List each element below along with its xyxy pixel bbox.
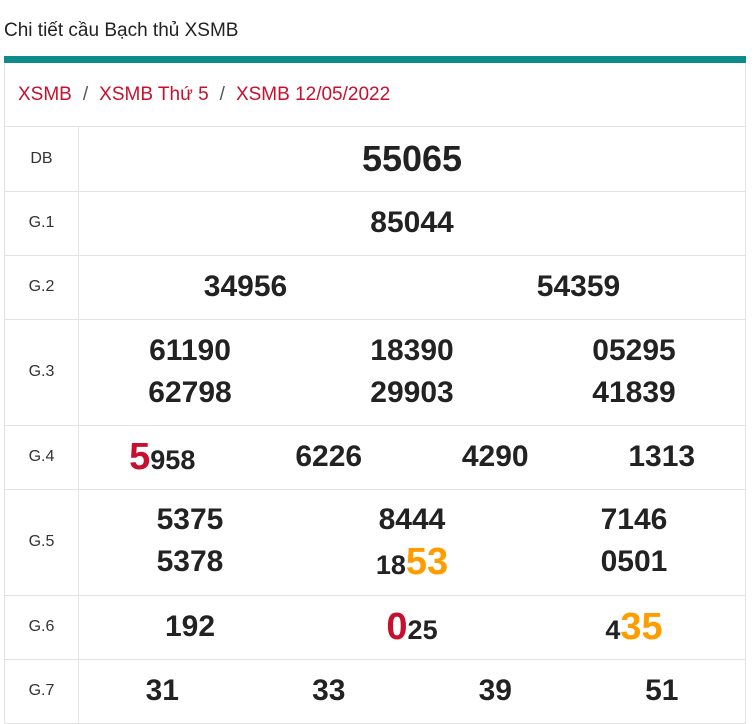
prize-label-g5: G.5 — [5, 488, 79, 596]
prize-number: 41839 — [592, 376, 676, 409]
prize-values-g5: 5375 8444 7146 5378 1853 0501 — [78, 488, 745, 596]
prize-number: 6226 — [295, 440, 363, 473]
table-row-g6: G.6 192 025 435 — [5, 594, 745, 660]
breadcrumb-link-xsmb-date[interactable]: XSMB 12/05/2022 — [235, 84, 391, 105]
page-title: Chi tiết cầu Bạch thủ XSMB — [4, 20, 239, 41]
prize-number: 54359 — [536, 270, 621, 303]
prize-values-db: 55065 — [78, 127, 745, 192]
prize-label-g1: G.1 — [5, 190, 79, 256]
number-rest: 25 — [407, 614, 438, 645]
table-row-db: DB 55065 — [5, 127, 745, 192]
prize-number-highlighted: 025 — [301, 606, 523, 649]
breadcrumb-link-xsmb-thu-5[interactable]: XSMB Thứ 5 — [99, 84, 209, 105]
prize-number: 29903 — [370, 376, 454, 409]
prize-number: 5375 — [156, 502, 224, 536]
highlight-pair: 53 — [405, 540, 449, 583]
prize-label-g7: G.7 — [5, 658, 79, 724]
special-prize-number: 55065 — [361, 137, 463, 179]
prize-number: 7146 — [600, 502, 668, 536]
prize-number: 8444 — [378, 502, 446, 536]
prize-number: 51 — [645, 674, 679, 707]
prize-number: 5378 — [156, 544, 224, 578]
highlight-digit: 0 — [386, 605, 408, 648]
number-rest: 958 — [150, 444, 196, 475]
table-row-g5: G.5 5375 8444 7146 5378 1853 0501 — [5, 488, 745, 596]
prize-label-g6: G.6 — [5, 594, 79, 660]
prize-number: 1313 — [628, 440, 696, 473]
prize-values-g7: 31 33 39 51 — [78, 658, 745, 724]
prize-number: 61190 — [149, 334, 231, 367]
table-row-g1: G.1 85044 — [5, 190, 745, 256]
highlight-digit: 5 — [129, 435, 151, 478]
prize-number: 18390 — [370, 334, 454, 367]
number-prefix: 4 — [605, 614, 621, 645]
prize-label-g4: G.4 — [5, 424, 79, 490]
title-underline — [4, 56, 746, 63]
breadcrumb-link-xsmb[interactable]: XSMB — [18, 84, 72, 105]
prize-values-g1: 85044 — [78, 190, 745, 256]
prize-number: 4290 — [461, 440, 529, 473]
results-panel: XSMB / XSMB Thứ 5 / XSMB 12/05/2022 DB 55065… — [4, 63, 746, 724]
table-row-g4: G.4 5958 6226 4290 1313 — [5, 424, 745, 490]
prize-number: 05295 — [592, 334, 676, 367]
prize-number: 34956 — [203, 270, 288, 303]
prize-number: 33 — [312, 674, 346, 707]
breadcrumb: XSMB / XSMB Thứ 5 / XSMB 12/05/2022 — [5, 63, 745, 127]
table-row-g7: G.7 31 33 39 51 — [5, 658, 745, 724]
prize-number-highlighted: 435 — [523, 606, 745, 649]
breadcrumb-separator: / — [219, 84, 225, 105]
highlight-pair: 35 — [620, 605, 663, 648]
prize-number-highlighted: 5958 — [79, 436, 246, 479]
results-table: DB 55065 G.1 85044 G.2 34956 54359 G.3 — [5, 127, 745, 724]
prize-number: 62798 — [148, 376, 232, 409]
prize-values-g2: 34956 54359 — [78, 254, 745, 320]
prize-number: 192 — [164, 610, 216, 643]
prize-label-g3: G.3 — [5, 318, 79, 426]
prize-label-db: DB — [5, 127, 79, 192]
prize-number: 85044 — [370, 206, 454, 239]
prize-label-g2: G.2 — [5, 254, 79, 320]
number-prefix: 18 — [375, 549, 406, 580]
prize-number: 39 — [478, 674, 512, 707]
table-row-g2: G.2 34956 54359 — [5, 254, 745, 320]
prize-values-g6: 192 025 435 — [78, 594, 745, 660]
prize-number-highlighted: 1853 — [301, 541, 523, 586]
prize-values-g4: 5958 6226 4290 1313 — [78, 424, 745, 490]
prize-values-g3: 61190 18390 05295 62798 29903 41839 — [78, 318, 745, 426]
table-row-g3: G.3 61190 18390 05295 62798 29903 41839 — [5, 318, 745, 426]
prize-number: 31 — [145, 674, 179, 707]
prize-number: 0501 — [600, 544, 668, 578]
breadcrumb-separator: / — [82, 84, 89, 105]
